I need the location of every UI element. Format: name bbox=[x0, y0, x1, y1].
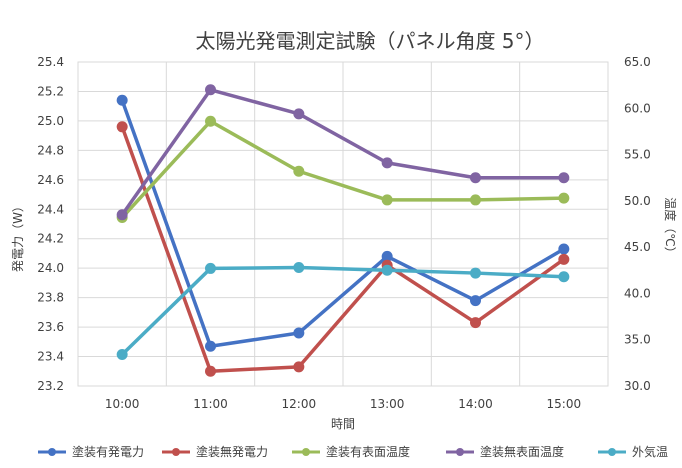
legend-item: 塗装無発電力 bbox=[162, 444, 268, 459]
data-point bbox=[116, 349, 128, 361]
left-tick-label: 23.4 bbox=[37, 350, 64, 364]
data-point bbox=[470, 194, 481, 206]
right-tick-label: 65.0 bbox=[624, 55, 651, 69]
legend-swatch-marker bbox=[172, 448, 180, 456]
data-point bbox=[558, 243, 570, 255]
right-axis-ticks: 30.0 35.0 40.0 45.0 50.0 55.0 60.0 65.0 bbox=[624, 55, 651, 393]
series-line bbox=[120, 126, 565, 374]
data-point bbox=[470, 317, 481, 329]
x-axis-ticks: 10:00 11:00 12:00 13:00 14:00 15:00 bbox=[105, 397, 581, 411]
right-tick-label: 40.0 bbox=[624, 286, 651, 300]
legend-item: 塗装有発電力 bbox=[38, 444, 144, 459]
data-point bbox=[116, 121, 128, 133]
data-point bbox=[470, 267, 481, 279]
right-axis-label: 温度（℃） bbox=[663, 197, 678, 258]
data-point bbox=[293, 262, 305, 274]
right-tick-label: 50.0 bbox=[624, 194, 651, 208]
left-tick-label: 23.2 bbox=[37, 379, 64, 393]
left-axis-label: 発電力（W） bbox=[11, 200, 25, 272]
left-tick-label: 23.8 bbox=[37, 291, 64, 305]
x-tick-label: 14:00 bbox=[458, 397, 493, 411]
left-tick-label: 24.6 bbox=[37, 173, 64, 187]
data-point bbox=[381, 264, 393, 276]
series-line bbox=[120, 265, 564, 356]
data-point bbox=[205, 84, 216, 96]
x-axis-label: 時間 bbox=[331, 417, 355, 431]
data-point bbox=[381, 157, 393, 169]
data-point bbox=[470, 295, 481, 307]
legend-label: 塗装無表面温度 bbox=[480, 444, 564, 459]
legend-swatch-marker bbox=[456, 448, 464, 456]
data-point bbox=[205, 365, 216, 377]
x-tick-label: 15:00 bbox=[547, 397, 582, 411]
left-axis-ticks: 23.2 23.4 23.6 23.8 24.0 24.2 24.4 24.6 24.8 25.0… bbox=[37, 55, 64, 393]
data-point bbox=[293, 327, 305, 339]
data-point bbox=[116, 94, 128, 106]
left-tick-label: 24.8 bbox=[37, 143, 64, 157]
legend-swatch-marker bbox=[608, 448, 616, 456]
data-point bbox=[293, 165, 305, 177]
data-point bbox=[205, 262, 216, 274]
data-point bbox=[293, 361, 305, 373]
x-tick-label: 12:00 bbox=[282, 397, 317, 411]
left-tick-label: 24.0 bbox=[37, 261, 64, 275]
data-point bbox=[116, 209, 128, 221]
series-line bbox=[120, 119, 564, 219]
data-point bbox=[205, 340, 216, 352]
data-point bbox=[293, 108, 305, 120]
left-tick-label: 23.6 bbox=[37, 320, 64, 334]
legend-label: 外気温 bbox=[632, 444, 668, 459]
legend-label: 塗装無発電力 bbox=[196, 444, 268, 459]
left-tick-label: 24.2 bbox=[37, 232, 64, 246]
legend-label: 塗装有表面温度 bbox=[326, 444, 410, 459]
legend-item: 塗装有表面温度 bbox=[292, 444, 410, 459]
series bbox=[116, 262, 570, 361]
x-tick-label: 13:00 bbox=[370, 397, 405, 411]
left-tick-label: 24.4 bbox=[37, 202, 64, 216]
data-point bbox=[381, 250, 393, 262]
right-tick-label: 45.0 bbox=[624, 240, 651, 254]
legend-label: 塗装有発電力 bbox=[72, 444, 144, 459]
x-tick-label: 11:00 bbox=[193, 397, 228, 411]
series bbox=[116, 84, 570, 221]
legend-swatch-marker bbox=[302, 448, 310, 456]
right-tick-label: 30.0 bbox=[624, 379, 651, 393]
left-tick-label: 25.4 bbox=[37, 55, 64, 69]
series bbox=[116, 94, 570, 352]
chart-title: 太陽光発電測定試験（パネル角度 5°） bbox=[195, 29, 544, 53]
legend-item: 塗装無表面温度 bbox=[446, 444, 564, 459]
right-tick-label: 60.0 bbox=[624, 101, 651, 115]
data-point bbox=[558, 172, 570, 184]
plot-area bbox=[77, 61, 609, 387]
series-line bbox=[120, 88, 564, 216]
x-tick-label: 10:00 bbox=[105, 397, 140, 411]
right-tick-label: 55.0 bbox=[624, 148, 651, 162]
series-layer bbox=[116, 84, 570, 377]
series bbox=[116, 115, 570, 224]
series-line bbox=[120, 99, 565, 348]
data-point bbox=[205, 115, 216, 127]
legend: 塗装有発電力 塗装無発電力 塗装有表面温度 塗装無表面温度 外気温 bbox=[38, 444, 668, 459]
right-tick-label: 35.0 bbox=[624, 333, 651, 347]
data-point bbox=[558, 192, 570, 204]
data-point bbox=[558, 271, 570, 283]
data-point bbox=[558, 253, 570, 265]
legend-item: 外気温 bbox=[598, 444, 668, 459]
left-tick-label: 25.2 bbox=[37, 84, 64, 98]
data-point bbox=[470, 172, 481, 184]
data-point bbox=[381, 194, 393, 206]
legend-swatch-marker bbox=[48, 448, 56, 456]
left-tick-label: 25.0 bbox=[37, 114, 64, 128]
